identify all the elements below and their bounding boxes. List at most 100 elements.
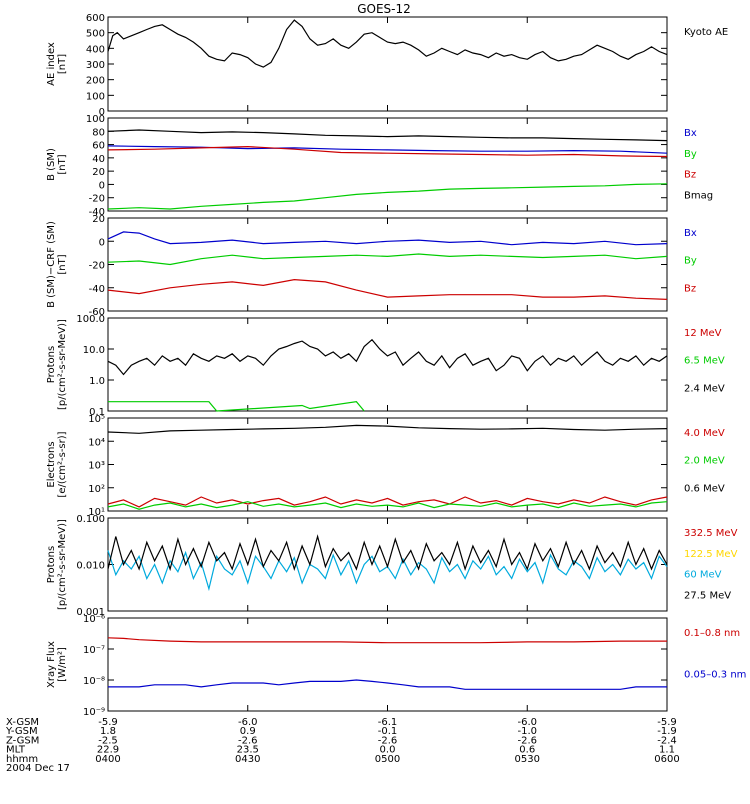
- axis-row-label: Y-GSM: [5, 726, 38, 737]
- ytick-label: 20: [92, 214, 105, 225]
- legend-entry: 2.0 MeV: [684, 456, 725, 467]
- legend-entry: 27.5 MeV: [684, 590, 731, 601]
- ytick-label: 0: [99, 107, 105, 118]
- series-line: [107, 637, 667, 644]
- series-line: [107, 129, 668, 142]
- series-line: [107, 183, 668, 210]
- ytick-label: 300: [86, 60, 105, 71]
- ytick-label: -20: [89, 194, 105, 205]
- date-label: 2004 Dec 17: [6, 763, 70, 774]
- ylabel-line: [nT]: [57, 54, 68, 74]
- ytick-label: 0.100: [76, 514, 105, 525]
- chart-title: GOES-12: [357, 2, 411, 16]
- ylabel-line: Xray Flux: [46, 641, 57, 688]
- axis-row-value: -2.6: [517, 735, 537, 746]
- legend-entry: 12 MeV: [684, 328, 722, 339]
- ytick-label: 40: [92, 154, 105, 165]
- ytick-label: 10³: [88, 461, 105, 472]
- ylabel-line: B (SM): [46, 148, 57, 181]
- ytick-label: 200: [86, 76, 105, 87]
- ytick-label: 10⁴: [88, 437, 105, 448]
- ylabel-line: [nT]: [57, 154, 68, 174]
- ytick-label: 80: [92, 127, 105, 138]
- legend-entry: 332.5 MeV: [684, 528, 738, 539]
- axis-row-value: 0530: [515, 754, 540, 765]
- ylabel-line: [p/(cm²-s-sr-MeV)]: [57, 319, 68, 410]
- axis-row-label: MLT: [6, 745, 26, 756]
- axis-row-value: -2.6: [378, 735, 398, 746]
- axis-row-value: 1.8: [100, 726, 116, 737]
- axis-row-value: 23.5: [237, 745, 259, 756]
- ytick-label: 100.0: [76, 314, 105, 325]
- axis-row-value: -2.4: [657, 735, 677, 746]
- axis-row-value: 0600: [654, 754, 679, 765]
- series-line: [107, 145, 668, 154]
- ytick-label: 60: [92, 141, 105, 152]
- legend-entry: 60 MeV: [684, 570, 722, 581]
- ylabel-line: Protons: [46, 546, 57, 583]
- ytick-label: -20: [89, 261, 105, 272]
- legend-entry: Bmag: [684, 190, 713, 201]
- ytick-label: 10⁻⁷: [83, 645, 105, 656]
- ytick-label: 10.0: [83, 345, 105, 356]
- series-line: [107, 231, 668, 246]
- axis-row-value: 0.9: [240, 726, 256, 737]
- legend-entry: 0.1–0.8 nm: [684, 628, 740, 639]
- ytick-label: 10²: [88, 484, 105, 495]
- axis-row-value: 1.1: [659, 745, 675, 756]
- ytick-label: 100: [86, 91, 105, 102]
- axis-row-value: -5.9: [98, 717, 118, 728]
- axis-row-value: -6.1: [378, 717, 398, 728]
- legend-entry: 4.0 MeV: [684, 428, 725, 439]
- ytick-label: 20: [92, 167, 105, 178]
- panel-frame: [107, 417, 668, 512]
- ylabel-line: AE index: [46, 42, 57, 86]
- legend-entry: Kyoto AE: [684, 27, 728, 38]
- ytick-label: -40: [89, 284, 105, 295]
- ytick-label: 0: [99, 180, 105, 191]
- series-line: [107, 145, 668, 158]
- ytick-label: 10⁻⁸: [83, 676, 105, 687]
- ytick-label: -60: [89, 307, 105, 318]
- legend-entry: Bx: [684, 128, 697, 139]
- axis-row-value: -2.5: [98, 735, 118, 746]
- ytick-label: 1.0: [89, 376, 105, 387]
- axis-row-value: -2.6: [238, 735, 258, 746]
- legend-entry: 122.5 MeV: [684, 549, 738, 560]
- panel-frame: [107, 617, 668, 712]
- legend-entry: By: [684, 149, 697, 160]
- ytick-label: 0.010: [76, 561, 105, 572]
- ylabel-line: [nT]: [57, 254, 68, 274]
- ytick-label: 10¹: [88, 507, 105, 518]
- legend-entry: Bz: [684, 283, 696, 294]
- series-line: [107, 424, 668, 434]
- ytick-label: 10⁵: [88, 414, 105, 425]
- ytick-label: 400: [86, 44, 105, 55]
- panel-frame: [107, 16, 668, 112]
- axis-row-value: 22.9: [97, 745, 119, 756]
- ytick-label: -40: [89, 207, 105, 218]
- axis-row-value: 0500: [375, 754, 400, 765]
- legend-entry: 2.4 MeV: [684, 383, 725, 394]
- axis-row-value: 0400: [95, 754, 120, 765]
- ytick-label: 0: [99, 237, 105, 248]
- ylabel-line: B (SM)−CRF (SM): [46, 221, 57, 308]
- legend-entry: 0.6 MeV: [684, 483, 725, 494]
- series-line: [108, 401, 365, 412]
- series-line: [107, 278, 668, 300]
- ylabel-line: Electrons: [46, 441, 57, 487]
- ylabel-line: [W/m²]: [57, 647, 68, 682]
- ytick-label: 10⁻⁶: [83, 614, 105, 625]
- axis-row-value: -1.9: [657, 726, 677, 737]
- series-line: [107, 19, 668, 68]
- ytick-label: 600: [86, 13, 105, 24]
- ylabel-line: [e/(cm²-s-sr)]: [57, 431, 68, 497]
- series-line: [107, 534, 668, 572]
- axis-row-value: -6.0: [517, 717, 537, 728]
- axis-row-value: -1.0: [517, 726, 537, 737]
- axis-row-label: hhmm: [6, 754, 38, 765]
- axis-row-value: -5.9: [657, 717, 677, 728]
- axis-row-label: Z-GSM: [6, 735, 39, 746]
